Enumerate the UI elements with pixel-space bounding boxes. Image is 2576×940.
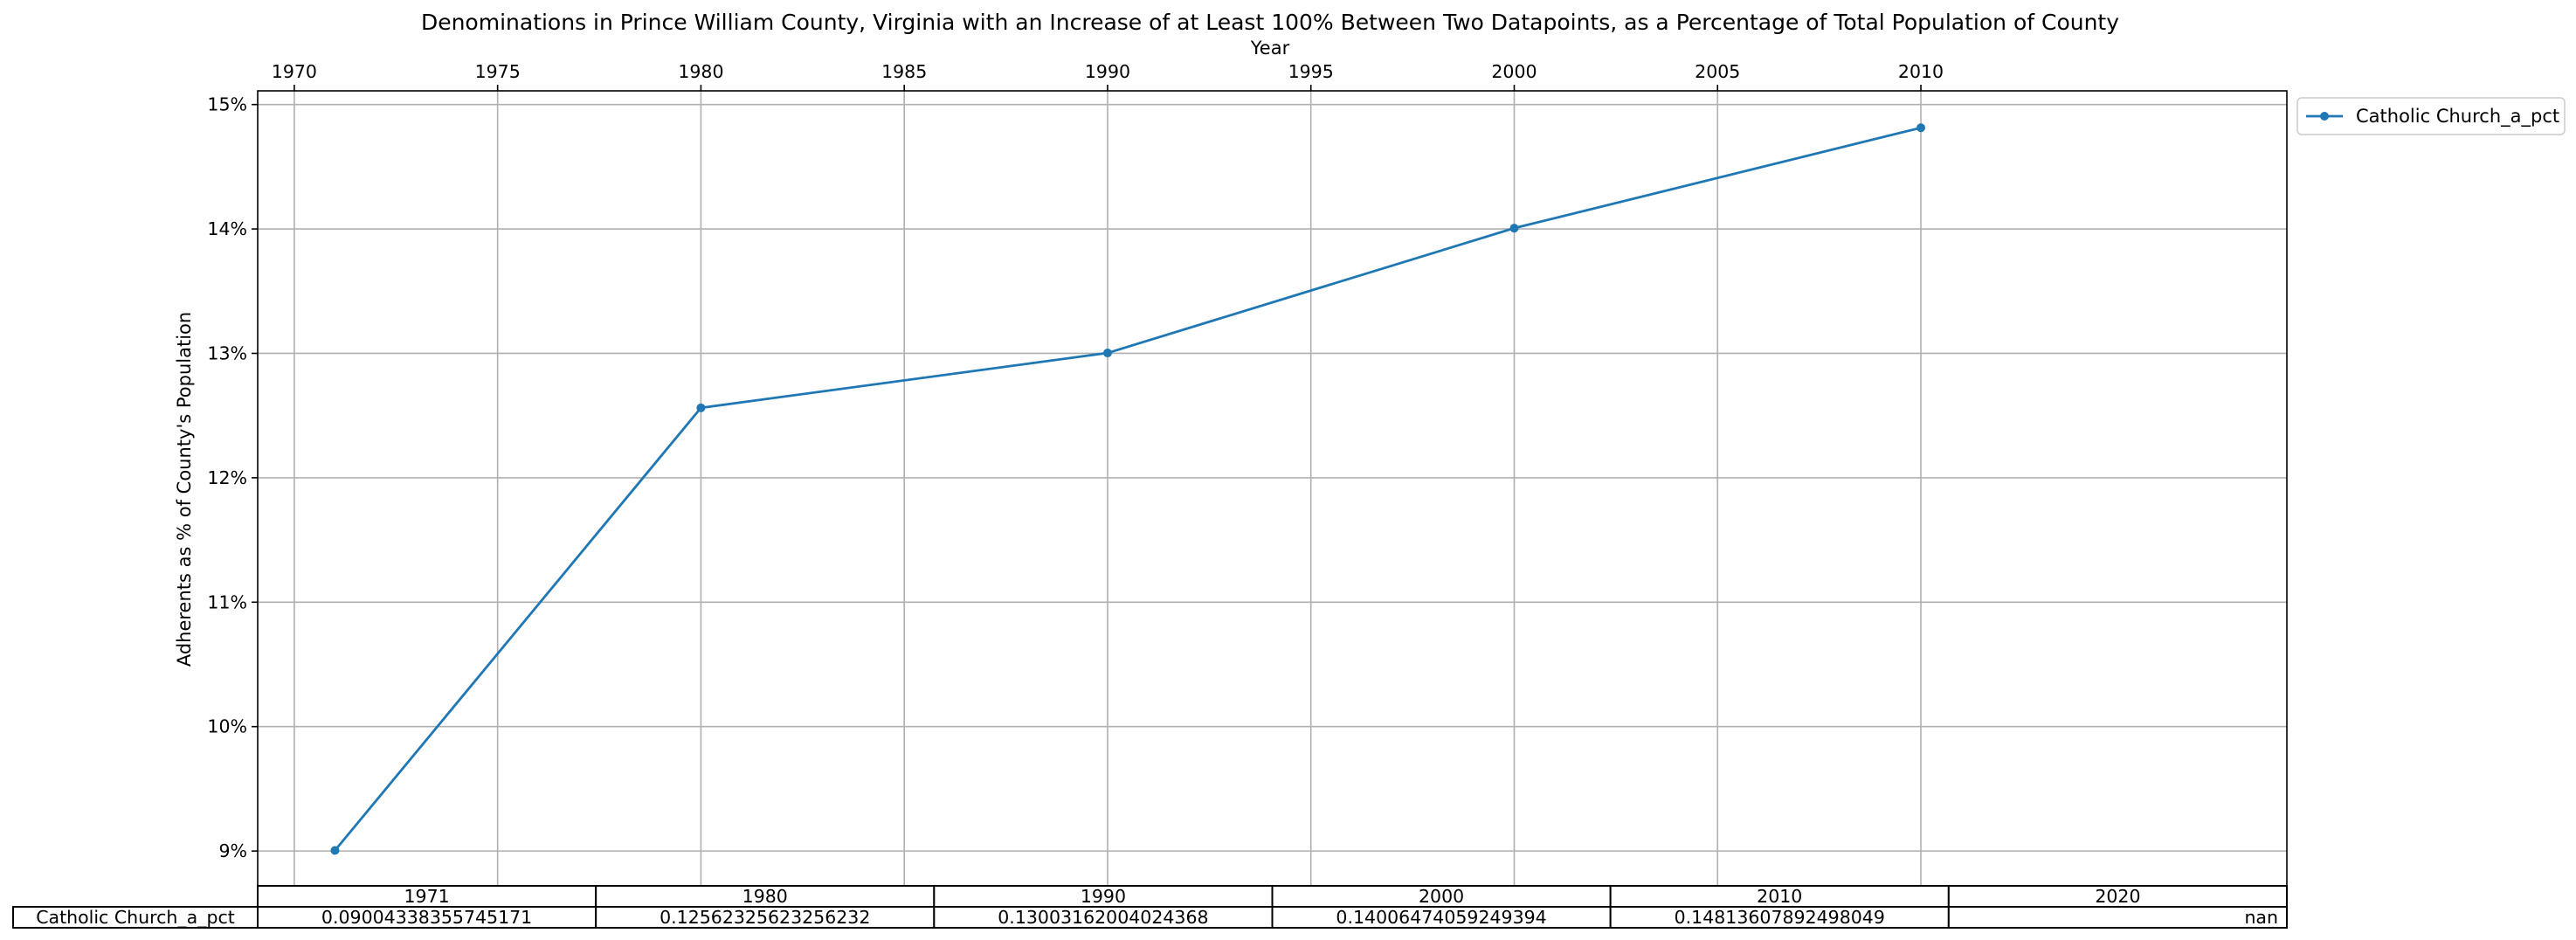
legend-box [2296,97,2566,135]
y-tick-label: 11% [207,591,247,612]
x-tick-label: 1985 [881,61,927,82]
axis-ticks: 1970 1975 1980 1985 1990 1995 2000 2005 2010 9% 10… [207,61,1944,861]
x-tick-label: 1990 [1085,61,1130,82]
table-column-header: 1971 [404,886,449,907]
x-tick-label: 1980 [678,61,723,82]
table-cell-value: 0.09004338355745171 [321,907,532,928]
table-row-header: Catholic Church_a_pct [36,907,235,929]
table-column-header-cell [1271,885,1612,908]
table-column-header-cell [933,885,1274,908]
x-tick-label: 1970 [272,61,317,82]
table-cell [1609,906,1950,929]
table-cell [257,906,597,929]
x-tick-label: 1975 [475,61,521,82]
y-tick-label: 15% [207,94,247,115]
x-tick-label: 2010 [1898,61,1944,82]
table-column-header-cell [1947,885,2288,908]
y-tick-label: 13% [207,342,247,363]
y-tick-label: 12% [207,467,247,488]
table-cell-value: 0.12562325623256232 [660,907,870,928]
data-point [330,846,340,855]
table-column-header: 2020 [2095,886,2140,907]
y-axis-label: Adherents as % of County's Population [174,312,195,667]
data-point [1916,123,1926,133]
x-tick-label: 1995 [1288,61,1334,82]
y-tick-label: 9% [218,840,247,861]
table-cell [933,906,1274,929]
table-cell [1271,906,1612,929]
x-tick-label: 2005 [1695,61,1740,82]
table-cell [595,906,936,929]
table-cell-value: 0.14006474059249394 [1336,907,1546,928]
legend: Catholic Church_a_pct [2296,97,2566,135]
table-cell-value: 0.13003162004024368 [998,907,1208,928]
table-column-header: 2010 [1757,886,1802,907]
table-cell [1947,906,2288,929]
data-table: 1971 1980 1990 2000 2010 2020 Catholic Church_… [12,885,2288,929]
data-point [1102,349,1112,358]
table-cell-value: 0.14813607892498049 [1675,907,1885,928]
table-cell-value: nan [2244,907,2278,928]
table-column-header: 1980 [742,886,788,907]
plot-frame [257,90,2288,887]
legend-label: Catholic Church_a_pct [2356,106,2559,128]
table-column-header: 2000 [1419,886,1464,907]
series-line [334,126,1922,852]
x-axis-label: Year [1250,38,1290,59]
table-column-header: 1990 [1081,886,1126,907]
data-point [1509,224,1519,233]
y-tick-label: 14% [207,218,247,239]
y-tick-label: 10% [207,716,247,737]
series-layer [330,123,1926,855]
chart-title: Denominations in Prince William County, … [421,10,2119,35]
table-column-header-cell [257,885,597,908]
x-tick-label: 2000 [1491,61,1537,82]
data-point [696,403,706,412]
grid-lines [258,91,2287,886]
legend-marker [2320,112,2329,121]
